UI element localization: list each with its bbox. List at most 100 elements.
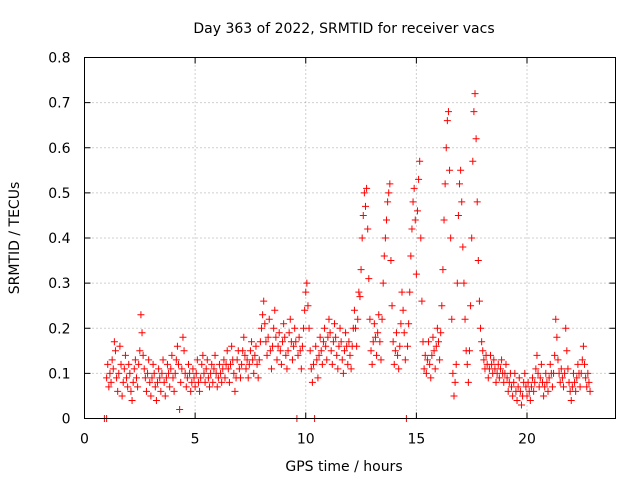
data-point	[210, 365, 218, 373]
data-point	[209, 378, 217, 386]
data-point	[516, 387, 524, 395]
data-point	[160, 378, 168, 386]
data-point	[484, 374, 492, 382]
data-point	[383, 216, 391, 224]
data-point	[440, 216, 448, 224]
data-point	[265, 315, 273, 323]
data-point	[202, 365, 210, 373]
data-point	[456, 180, 464, 188]
data-point	[502, 360, 510, 368]
data-point	[514, 383, 522, 391]
data-point	[529, 374, 537, 382]
data-point	[390, 360, 398, 368]
data-point	[107, 378, 115, 386]
data-point	[563, 347, 571, 355]
data-point	[193, 356, 201, 364]
data-point	[146, 378, 154, 386]
data-point	[294, 351, 302, 359]
data-point	[548, 383, 556, 391]
data-point	[400, 329, 408, 337]
data-point	[443, 117, 451, 125]
data-point	[296, 347, 304, 355]
data-point	[492, 378, 500, 386]
data-point	[386, 180, 394, 188]
data-point	[423, 356, 431, 364]
data-point	[189, 365, 197, 373]
data-point	[329, 338, 337, 346]
data-point	[304, 302, 312, 310]
data-point	[391, 347, 399, 355]
data-point	[458, 198, 466, 206]
data-point	[527, 383, 535, 391]
data-point	[524, 378, 532, 386]
data-point	[350, 306, 358, 314]
data-point	[526, 396, 534, 404]
data-point	[315, 351, 323, 359]
data-point	[119, 378, 127, 386]
data-point	[335, 342, 343, 350]
data-point	[460, 279, 468, 287]
data-point	[275, 329, 283, 337]
data-point	[191, 383, 199, 391]
data-point	[371, 333, 379, 341]
data-point	[113, 374, 121, 382]
data-point	[324, 333, 332, 341]
data-point	[585, 378, 593, 386]
data-point	[248, 338, 256, 346]
data-point	[355, 288, 363, 296]
data-point	[586, 387, 594, 395]
data-point	[510, 378, 518, 386]
data-point	[446, 166, 454, 174]
data-point	[137, 311, 145, 319]
data-point	[504, 387, 512, 395]
data-point	[199, 351, 207, 359]
data-point	[552, 315, 560, 323]
data-point	[165, 369, 173, 377]
data-point	[325, 315, 333, 323]
data-point	[163, 360, 171, 368]
data-point	[479, 347, 487, 355]
data-point	[346, 351, 354, 359]
data-point	[250, 369, 258, 377]
data-point	[254, 374, 262, 382]
data-point	[313, 356, 321, 364]
data-point	[206, 383, 214, 391]
data-point	[425, 338, 433, 346]
data-point	[301, 306, 309, 314]
data-point	[429, 333, 437, 341]
data-point	[498, 356, 506, 364]
data-point	[171, 369, 179, 377]
data-point	[291, 324, 299, 332]
data-point	[120, 365, 128, 373]
data-point	[141, 374, 149, 382]
data-point	[486, 351, 494, 359]
y-tick-label: 0.3	[48, 276, 70, 292]
data-point	[162, 374, 170, 382]
data-point	[125, 360, 133, 368]
data-point	[398, 288, 406, 296]
data-point	[579, 342, 587, 350]
data-point	[490, 356, 498, 364]
data-point	[194, 378, 202, 386]
y-tick-label: 0.4	[48, 231, 70, 247]
data-point	[477, 324, 485, 332]
data-point	[577, 369, 585, 377]
data-point	[459, 243, 467, 251]
x-tick-label: 15	[407, 432, 425, 448]
data-point	[263, 351, 271, 359]
data-point	[339, 369, 347, 377]
data-point	[231, 387, 239, 395]
data-point	[192, 369, 200, 377]
data-point	[537, 360, 545, 368]
data-point	[360, 189, 368, 197]
data-point	[286, 315, 294, 323]
data-point	[244, 374, 252, 382]
axis-ticks	[84, 57, 616, 419]
data-point	[309, 360, 317, 368]
data-point	[221, 374, 229, 382]
data-point	[370, 320, 378, 328]
data-point	[258, 324, 265, 332]
data-point	[190, 374, 198, 382]
data-point	[438, 302, 446, 310]
data-point	[517, 401, 525, 409]
